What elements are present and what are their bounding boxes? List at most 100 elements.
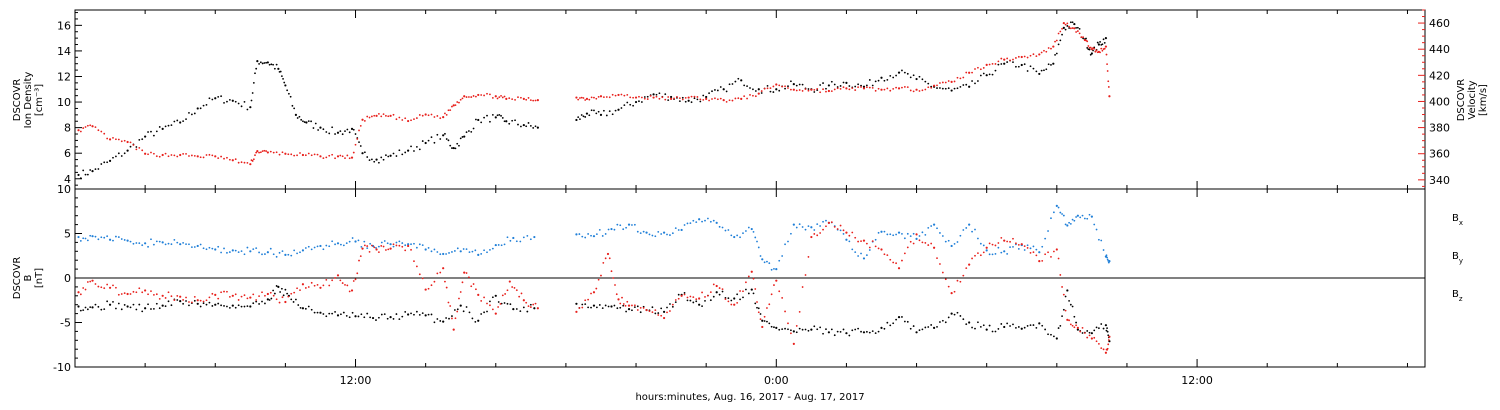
by-point [103,236,106,239]
bx-point [1038,322,1041,325]
bz-point [712,283,715,286]
velocity-point [947,80,950,82]
density-point [328,132,331,135]
b-tick-label: -10 [53,361,71,374]
bz-point [465,272,468,274]
density-point [862,85,866,88]
density-point [1097,43,1100,46]
bz-point [754,288,757,290]
density-point [860,84,862,87]
bx-point [770,325,773,328]
velocity-point [965,71,968,74]
by-point [237,251,240,254]
density-point [1040,69,1043,72]
density-point [279,70,282,73]
bx-point [427,313,430,316]
velocity-point [480,94,483,96]
bx-point [709,299,712,302]
density-point [994,69,997,72]
velocity-point [483,94,485,97]
bz-point [354,278,357,281]
by-point [161,241,164,244]
density-point [505,120,508,123]
bx-point [404,311,407,313]
density-point [147,131,149,133]
by-point [985,249,988,252]
bz-point [1041,260,1044,262]
velocity-point [344,157,346,160]
velocity-point [252,158,255,161]
bx-point [290,298,293,301]
bz-point [373,246,376,249]
velocity-point [871,86,874,89]
bx-point [1093,329,1096,332]
bx-point [223,305,225,307]
by-point [380,241,383,244]
bz-point [851,231,854,234]
velocity-point [851,87,854,90]
bx-point [331,312,334,315]
bx-point [592,304,596,307]
bz-point [845,231,848,234]
velocity-point [595,97,598,100]
density-point [798,83,801,86]
bz-point [246,297,249,300]
density-point [1102,38,1105,41]
by-point [1035,248,1038,251]
bz-point [674,299,677,301]
bx-point [889,324,892,327]
velocity-point [135,148,138,151]
bz-point [525,301,528,304]
bx-point [921,328,924,331]
bx-point [220,304,223,307]
by-point [1083,217,1086,220]
b-tick-label: 10 [57,183,71,196]
bz-point [747,275,750,278]
by-point [813,229,816,231]
density-point [906,72,909,75]
velocity-point [956,76,959,79]
bx-point [1006,322,1009,325]
bz-point [472,283,475,285]
by-point [1003,250,1006,253]
bz-point [994,244,997,247]
velocity-point [304,154,307,157]
by-point [701,220,703,223]
velocity-point [790,88,792,91]
velocity-point [690,95,693,98]
velocity-point [475,95,477,98]
by-point [912,232,915,235]
bx-point [666,306,668,309]
bz-point [941,271,944,274]
bz-point [750,270,753,273]
by-point [1088,213,1091,216]
by-point [759,255,762,257]
velocity-point [536,99,539,102]
bx-point [695,300,698,303]
density-point [579,118,581,120]
by-point [921,231,924,234]
velocity-point [1045,50,1048,53]
by-point [709,220,712,223]
bz-point [252,293,255,296]
velocity-point [661,96,664,99]
density-point [585,112,589,115]
density-point [445,138,448,140]
velocity-point [1035,55,1038,58]
bz-point [1057,257,1060,260]
bx-point [625,310,628,313]
bx-point [468,311,471,314]
velocity-point [77,129,80,132]
density-point [373,160,376,163]
density-point [334,133,336,135]
by-point [724,229,727,232]
by-point [246,246,249,249]
bx-point [277,285,280,288]
velocity-point [936,84,938,87]
bx-point [627,308,631,311]
velocity-point [804,88,807,91]
by-point [1023,249,1026,251]
velocity-point [953,80,956,83]
bz-point [680,294,683,297]
bz-point [147,293,149,296]
